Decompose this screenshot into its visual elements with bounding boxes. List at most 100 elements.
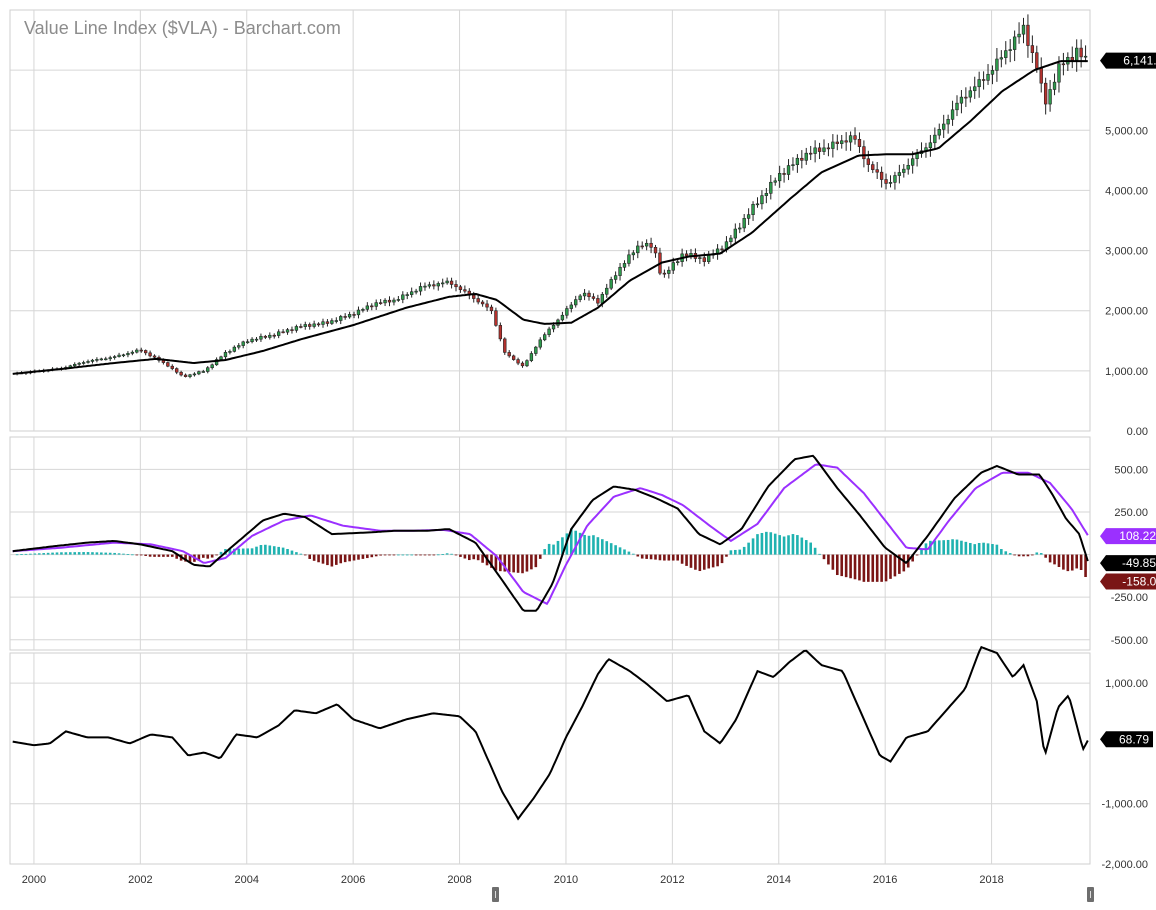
macd-line [12,454,1089,612]
macd-histogram-bar-negative [197,554,201,560]
macd-histogram-bar-positive [250,548,254,555]
macd-histogram-bar-negative [507,554,511,572]
candle-down [809,152,813,155]
candle-up [321,321,325,325]
macd-histogram-bar-negative [680,554,684,564]
macd-histogram-bar-negative [1026,554,1030,557]
price-y-tick-label: 0.00 [1127,426,1148,438]
macd-histogram-bar-positive [991,544,994,555]
candle-down [507,352,511,357]
scroll-right-handle[interactable] [1087,887,1094,902]
macd-histogram-bar-positive [450,553,453,555]
macd-histogram-bar-positive [955,539,959,555]
candle-down [862,146,866,160]
candle-up [312,323,316,327]
candle-up [1075,47,1079,61]
candle-up [764,193,769,196]
candle-down [587,292,591,298]
macd-histogram-bar-positive [77,552,81,555]
macd-histogram-bar-positive [29,553,32,555]
macd-histogram-bar-positive [60,552,63,555]
candle-up [219,356,223,360]
candle-up [565,308,569,316]
macd-histogram-bar-positive [920,549,923,555]
candle-up [968,90,972,98]
candle-down [702,257,706,262]
candle-up [529,353,534,361]
macd-histogram-bar-positive [259,545,263,555]
candle-down [316,323,321,326]
macd-last-value-tag: -49.85 [1100,555,1156,572]
macd-histogram-bar-positive [543,549,546,555]
candle-down [489,306,494,312]
macd-histogram-bar-positive [729,550,733,555]
macd-histogram-bar-positive [15,554,19,556]
macd-histogram-bar-negative [831,554,835,570]
panel-border-2 [9,436,1091,651]
candle-up [365,305,370,310]
scroll-left-handle[interactable] [492,887,499,902]
macd-histogram-bar-positive [228,548,232,555]
price-y-tick-label: 3,000.00 [1105,246,1148,258]
macd-histogram-bar-negative [459,554,462,557]
candle-up [276,331,281,336]
candle-up [268,334,272,338]
macd-histogram-bar-negative [175,554,179,559]
macd-histogram-bar-negative [166,554,170,557]
x-tick-label: 2004 [235,874,259,886]
macd-histogram-bar-positive [108,552,112,555]
macd-histogram-bar-positive [547,543,551,555]
macd-histogram-bar-negative [867,554,870,582]
candle-up [228,351,232,353]
macd-histogram-bar-negative [849,554,852,579]
candle-up [188,374,192,377]
macd-histogram-bar-positive [1008,553,1012,555]
macd-histogram-bar-negative [414,554,418,556]
macd-histogram-bar-positive [113,552,116,555]
candle-up [383,299,387,304]
candle-up [356,309,361,316]
x-tick-label: 2006 [341,874,365,886]
candle-down [454,284,458,288]
macd-histogram-bar-negative [201,554,205,558]
macd-histogram-bar-negative [312,554,316,561]
macd-histogram-bar-positive [556,540,560,555]
candle-up [108,357,112,360]
macd-last-value-tag-text: -49.85 [1122,556,1156,570]
macd-histogram-bar-negative [308,554,312,559]
candle-up [121,354,126,357]
candle-down [148,352,152,357]
macd-histogram-bar-negative [827,554,830,565]
momentum-line [12,645,1089,821]
candle-up [1012,36,1017,50]
candle-up [627,254,631,264]
candle-down [981,79,986,81]
macd-histogram-bar-negative [521,554,524,574]
macd-histogram-bar-negative [476,554,480,561]
candle-down [485,303,489,308]
histogram-last-value-tag: -158.07 [1100,573,1156,590]
candle-down [281,331,285,334]
macd-histogram-bar-positive [734,549,737,555]
candle-down [800,157,804,161]
candle-down [1026,24,1030,46]
macd-histogram-bar-negative [649,554,653,560]
macd-histogram-bar-negative [144,554,147,556]
candle-up [104,358,108,361]
macd-histogram-bar-negative [1013,554,1016,556]
macd-histogram-bar-negative [871,554,875,582]
macd-histogram-bar-negative [530,554,533,570]
candle-up [525,360,529,367]
macd-histogram-bar-negative [468,554,471,561]
macd-histogram-bar-negative [835,554,839,576]
momentum-last-value-tag: 68.79 [1100,731,1153,748]
candle-up [126,353,130,356]
x-tick-label: 2010 [554,874,578,886]
macd-histogram-bar-negative [716,554,719,567]
candle-down [853,135,857,140]
macd-histogram-bar-positive [68,552,72,555]
macd-histogram-bar-positive [126,554,130,555]
candle-down [857,139,862,147]
macd-histogram-bar-negative [858,554,861,581]
